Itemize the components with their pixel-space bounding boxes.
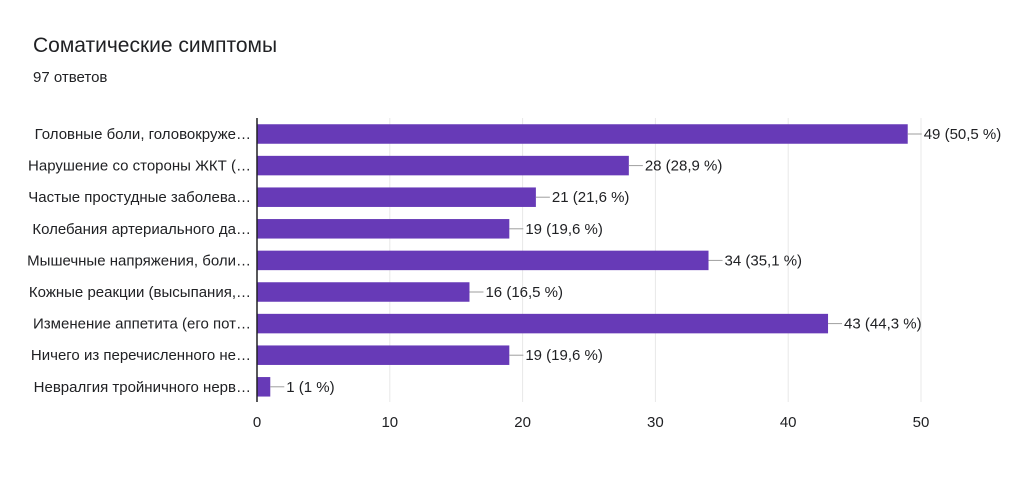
x-tick-label: 50 [913, 414, 930, 431]
bar [257, 124, 908, 144]
bar [257, 313, 829, 334]
x-tick-label: 10 [381, 414, 398, 431]
data-label: 49 (50,5 %) [924, 126, 1002, 143]
category-label: Мышечные напряжения, боли… [27, 252, 251, 269]
data-label: 21 (21,6 %) [552, 189, 630, 206]
x-tick-label: 30 [647, 414, 664, 431]
data-label: 28 (28,9 %) [645, 158, 723, 175]
category-label: Невралгия тройничного нерв… [34, 379, 251, 396]
x-tick-label: 20 [514, 414, 531, 431]
category-label: Колебания артериального да… [32, 221, 251, 238]
category-label: Нарушение со стороны ЖКТ (… [28, 158, 251, 175]
response-count: 97 ответов [33, 69, 108, 86]
x-tick-label: 0 [253, 414, 261, 431]
bar [257, 155, 629, 176]
bar [257, 377, 271, 397]
category-label: Головные боли, головокруже… [35, 126, 251, 143]
x-tick-label: 40 [780, 414, 797, 431]
data-label: 19 (19,6 %) [525, 221, 603, 238]
bar [257, 250, 709, 271]
category-label: Изменение аппетита (его пот… [33, 316, 251, 333]
chart-title: Соматические симптомы [33, 34, 278, 57]
bar [257, 219, 510, 239]
bar [257, 282, 470, 302]
category-label: Кожные реакции (высыпания,… [29, 284, 251, 301]
data-label: 43 (44,3 %) [844, 316, 922, 333]
data-label: 1 (1 %) [286, 379, 334, 396]
category-label: Ничего из перечисленного не… [31, 347, 251, 364]
bar [257, 345, 510, 365]
category-label: Частые простудные заболева… [28, 189, 251, 206]
data-label: 19 (19,6 %) [525, 347, 603, 364]
data-label: 16 (16,5 %) [485, 284, 563, 301]
bar [257, 187, 536, 207]
data-label: 34 (35,1 %) [725, 252, 803, 269]
